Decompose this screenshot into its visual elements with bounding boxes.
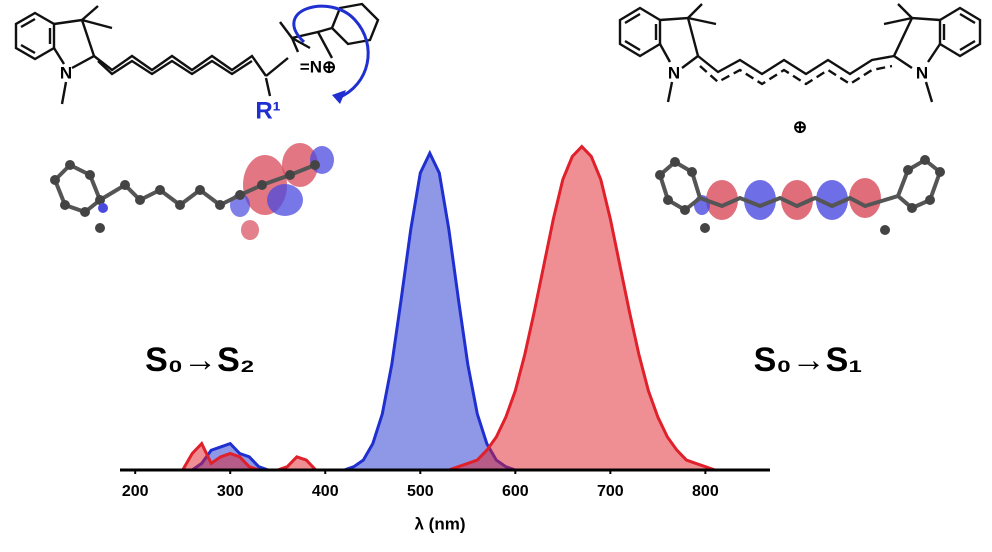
x-tick-label: 800	[692, 483, 719, 500]
x-tick-label: 300	[217, 483, 244, 500]
substituent-label: R¹	[255, 97, 280, 124]
charge-label: ⊕	[793, 117, 807, 136]
left-structure	[14, 2, 380, 105]
transition-label: S₀→S₁	[754, 341, 863, 379]
x-axis-label: λ (nm)	[415, 514, 466, 533]
x-tick-label: 500	[407, 483, 434, 500]
x-tick-label: 400	[312, 483, 339, 500]
x-tick-label: 200	[122, 483, 149, 500]
area-fill	[173, 153, 763, 470]
left-orbital	[50, 143, 334, 240]
right-structure	[618, 3, 982, 103]
transition-label: S₀→S₂	[145, 341, 255, 379]
atom-label: N	[668, 63, 680, 82]
x-tick-label: 600	[502, 483, 529, 500]
atom-label: =N⊕	[300, 57, 336, 76]
right-orbital	[655, 155, 945, 235]
x-tick-label: 700	[597, 483, 624, 500]
atom-label: N	[60, 63, 72, 82]
atom-label: N	[916, 63, 928, 82]
area-fill	[173, 146, 763, 470]
